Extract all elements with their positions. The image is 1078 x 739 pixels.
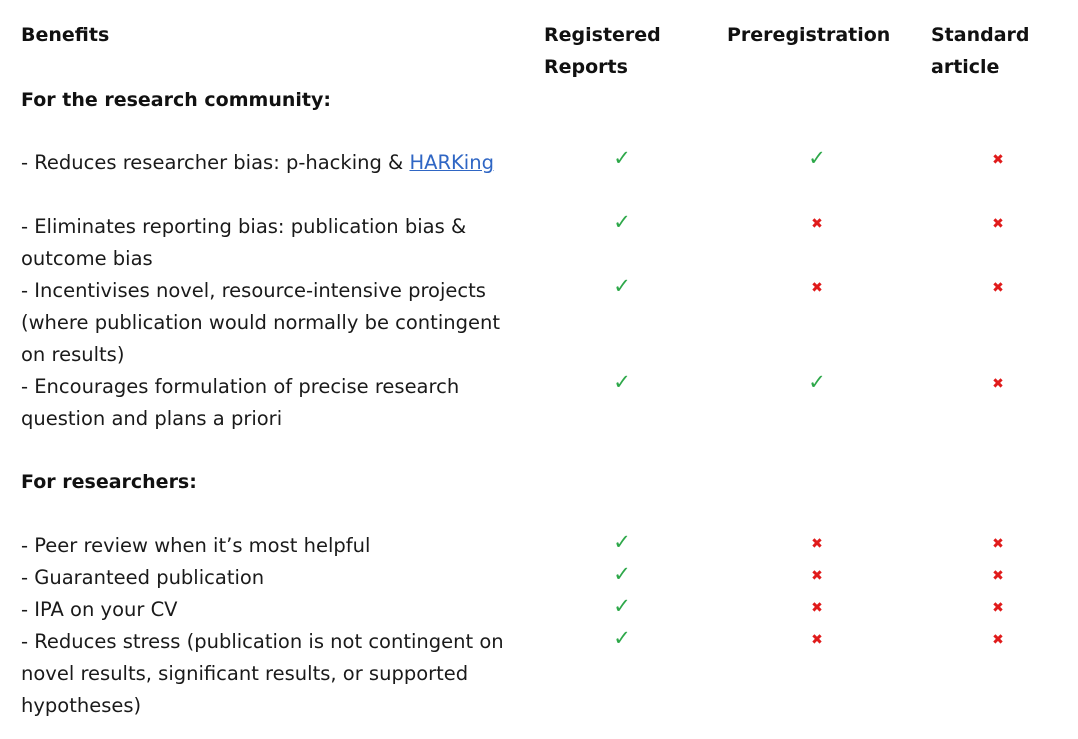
cross-icon: ✖ — [811, 216, 823, 232]
cross-icon: ✖ — [992, 568, 1004, 584]
cross-icon: ✖ — [811, 280, 823, 296]
benefit-row-text: - Reduces researcher bias: p-hacking & H… — [21, 147, 501, 179]
check-icon: ✓ — [613, 562, 631, 586]
cross-icon: ✖ — [811, 632, 823, 648]
benefit-row-text: - Eliminates reporting bias: publication… — [21, 215, 467, 270]
cross-icon: ✖ — [992, 152, 1004, 168]
harking-link[interactable]: HARKing — [409, 151, 494, 174]
cross-icon: ✖ — [992, 376, 1004, 392]
cross-icon: ✖ — [992, 280, 1004, 296]
cross-icon: ✖ — [811, 536, 823, 552]
check-icon: ✓ — [613, 626, 631, 650]
header-benefits: Benefits — [21, 19, 109, 51]
header-registered-reports: Registered Reports — [544, 19, 661, 83]
section-title: For researchers: — [21, 471, 197, 493]
benefit-row-text: - Encourages formulation of precise rese… — [21, 375, 460, 430]
check-icon: ✓ — [613, 274, 631, 298]
benefit-row-text: - Incentivises novel, resource-intensive… — [21, 279, 500, 366]
header-benefits-label: Benefits — [21, 24, 110, 46]
check-icon: ✓ — [613, 594, 631, 618]
cross-icon: ✖ — [811, 600, 823, 616]
check-icon: ✓ — [613, 146, 631, 170]
header-standard-article-line1: Standard — [931, 24, 1030, 46]
cross-icon: ✖ — [811, 568, 823, 584]
cross-icon: ✖ — [992, 632, 1004, 648]
header-registered-reports-line1: Registered — [544, 24, 661, 46]
header-preregistration: Preregistration — [727, 19, 890, 51]
check-icon: ✓ — [808, 370, 826, 394]
check-icon: ✓ — [613, 530, 631, 554]
check-icon: ✓ — [613, 210, 631, 234]
header-standard-article: Standard article — [931, 19, 1030, 83]
benefit-row-text: - Peer review when it’s most helpful — [21, 534, 371, 557]
cross-icon: ✖ — [992, 600, 1004, 616]
benefit-text: - Reduces researcher bias: p-hacking & — [21, 151, 404, 174]
header-standard-article-line2: article — [931, 56, 1000, 78]
benefit-row-text: - Guaranteed publication — [21, 566, 265, 589]
check-icon: ✓ — [613, 370, 631, 394]
header-preregistration-label: Preregistration — [727, 24, 891, 46]
header-registered-reports-line2: Reports — [544, 56, 628, 78]
cross-icon: ✖ — [992, 536, 1004, 552]
benefit-row-text: - IPA on your CV — [21, 598, 178, 621]
check-icon: ✓ — [808, 146, 826, 170]
benefit-row-text: - Reduces stress (publication is not con… — [21, 630, 504, 717]
cross-icon: ✖ — [992, 216, 1004, 232]
section-title: For the research community: — [21, 89, 331, 111]
